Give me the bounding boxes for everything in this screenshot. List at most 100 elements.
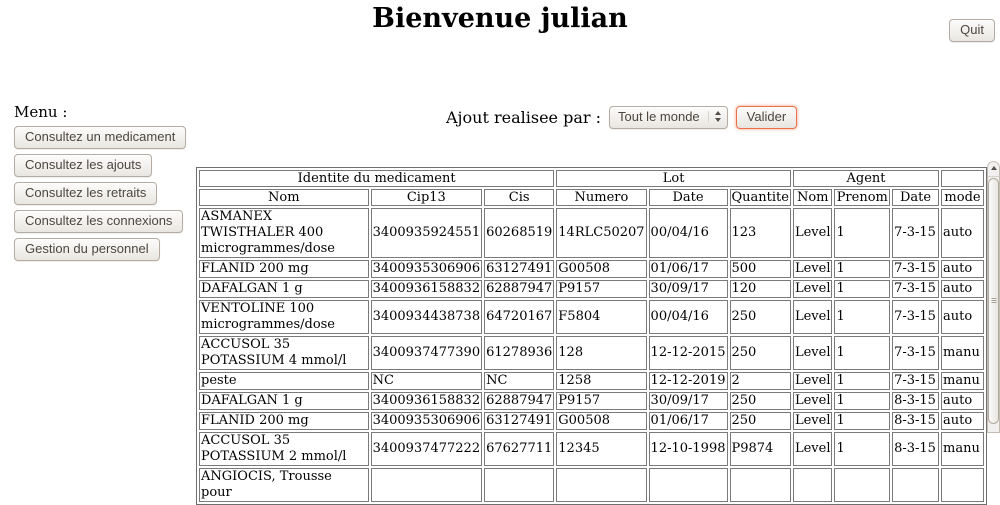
table-cell: 7-3-15 bbox=[892, 336, 940, 370]
table-cell: P9157 bbox=[556, 392, 647, 410]
table-cell: F5804 bbox=[556, 300, 647, 334]
table-cell: G00508 bbox=[556, 260, 647, 278]
table-cell: 1 bbox=[834, 336, 891, 370]
table-cell: auto bbox=[941, 208, 984, 258]
table-row: ASMANEX TWISTHALER 400 microgrammes/dose… bbox=[199, 208, 984, 258]
chevron-up-icon bbox=[990, 165, 997, 170]
table-cell: 12-10-1998 bbox=[648, 432, 728, 466]
table-cell: FLANID 200 mg bbox=[199, 260, 369, 278]
table-cell: 500 bbox=[729, 260, 791, 278]
menu-button-consultez-les-connexions[interactable]: Consultez les connexions bbox=[14, 210, 184, 233]
group-header-identite: Identite du medicament bbox=[199, 170, 555, 187]
scrollbar-thumb[interactable] bbox=[988, 178, 999, 424]
ajout-filter-select[interactable]: Tout le monde bbox=[609, 105, 728, 129]
table-cell: 1 bbox=[834, 208, 891, 258]
table-row: VENTOLINE 100 microgrammes/dose 340093443… bbox=[199, 300, 984, 334]
table-cell: 61278936 bbox=[484, 336, 555, 370]
table-cell: 8-3-15 bbox=[892, 392, 940, 410]
table-cell: ASMANEX TWISTHALER 400 microgrammes/dose bbox=[199, 208, 369, 258]
table-cell: auto bbox=[941, 280, 984, 298]
table-cell bbox=[941, 468, 984, 502]
table-body: ASMANEX TWISTHALER 400 microgrammes/dose… bbox=[199, 208, 984, 502]
menu-label: Menu : bbox=[14, 103, 68, 121]
table-cell: 63127491 bbox=[484, 260, 555, 278]
table-row: ACCUSOL 35 POTASSIUM 4 mmol/l 34009374773… bbox=[199, 336, 984, 370]
table-scrollbar[interactable] bbox=[987, 161, 1000, 433]
table-cell bbox=[792, 468, 833, 502]
table-cell: 250 bbox=[729, 392, 791, 410]
table-cell bbox=[729, 468, 791, 502]
table-cell: ACCUSOL 35 POTASSIUM 4 mmol/l bbox=[199, 336, 369, 370]
table-cell: 3400935306906 bbox=[370, 260, 483, 278]
table-cell: 12345 bbox=[556, 432, 647, 466]
table-cell: auto bbox=[941, 392, 984, 410]
table-cell: 3400936158832 bbox=[370, 280, 483, 298]
table-cell bbox=[834, 468, 891, 502]
column-header-date-lot: Date bbox=[648, 189, 728, 206]
table-cell: Level bbox=[792, 372, 833, 390]
scroll-up-button[interactable] bbox=[988, 162, 999, 177]
table-cell: 250 bbox=[729, 412, 791, 430]
table-cell: Level bbox=[792, 300, 833, 334]
menu-button-consultez-les-retraits[interactable]: Consultez les retraits bbox=[14, 182, 158, 205]
table-cell: 62887947 bbox=[484, 392, 555, 410]
table-cell: 3400935924551 bbox=[370, 208, 483, 258]
table-cell: 1 bbox=[834, 260, 891, 278]
table-cell: 3400937477390 bbox=[370, 336, 483, 370]
table-cell: 1 bbox=[834, 280, 891, 298]
table-cell: 250 bbox=[729, 336, 791, 370]
table-cell: 1 bbox=[834, 372, 891, 390]
combobox-arrows-icon bbox=[707, 111, 721, 122]
table-cell: 00/04/16 bbox=[648, 208, 728, 258]
table-cell: manu bbox=[941, 372, 984, 390]
table-row: ACCUSOL 35 POTASSIUM 2 mmol/l 34009374772… bbox=[199, 432, 984, 466]
quit-button[interactable]: Quit bbox=[949, 19, 995, 42]
table-cell: 1 bbox=[834, 432, 891, 466]
table-cell: NC bbox=[370, 372, 483, 390]
table-cell: 62887947 bbox=[484, 280, 555, 298]
table-cell: ANGIOCIS, Trousse pour bbox=[199, 468, 369, 502]
table-cell: Level bbox=[792, 280, 833, 298]
table-cell: 2 bbox=[729, 372, 791, 390]
table-cell: 67627711 bbox=[484, 432, 555, 466]
column-header-cis: Cis bbox=[484, 189, 555, 206]
table-cell: 12-12-2019 bbox=[648, 372, 728, 390]
column-header-numero: Numero bbox=[556, 189, 647, 206]
table-cell: 7-3-15 bbox=[892, 260, 940, 278]
menu-button-consultez-un-medicament[interactable]: Consultez un medicament bbox=[14, 126, 187, 149]
table-row: FLANID 200 mg 3400935306906 63127491 G00508… bbox=[199, 260, 984, 278]
table-cell: 3400937477222 bbox=[370, 432, 483, 466]
table-cell bbox=[648, 468, 728, 502]
table-cell: 60268519 bbox=[484, 208, 555, 258]
table-cell bbox=[484, 468, 555, 502]
table-cell: 120 bbox=[729, 280, 791, 298]
table-cell: 250 bbox=[729, 300, 791, 334]
table-cell: 63127491 bbox=[484, 412, 555, 430]
menu-button-gestion-du-personnel[interactable]: Gestion du personnel bbox=[14, 238, 160, 261]
table-column-header-row: Nom Cip13 Cis Numero Date Quantite Nom P… bbox=[199, 189, 984, 206]
group-header-agent: Agent bbox=[792, 170, 940, 187]
page-title: Bienvenue julian bbox=[372, 3, 628, 34]
table-row: DAFALGAN 1 g 3400936158832 62887947 P9157 30… bbox=[199, 392, 984, 410]
table-cell: G00508 bbox=[556, 412, 647, 430]
table-cell: 00/04/16 bbox=[648, 300, 728, 334]
column-header-cip13: Cip13 bbox=[370, 189, 483, 206]
table-cell: DAFALGAN 1 g bbox=[199, 280, 369, 298]
table-row: ANGIOCIS, Trousse pour bbox=[199, 468, 984, 502]
table-cell: VENTOLINE 100 microgrammes/dose bbox=[199, 300, 369, 334]
table-cell: ACCUSOL 35 POTASSIUM 2 mmol/l bbox=[199, 432, 369, 466]
table-cell: 8-3-15 bbox=[892, 432, 940, 466]
table-cell bbox=[892, 468, 940, 502]
valider-button[interactable]: Valider bbox=[735, 105, 798, 129]
menu-button-consultez-les-ajouts[interactable]: Consultez les ajouts bbox=[14, 154, 153, 177]
table-cell: Level bbox=[792, 412, 833, 430]
table-cell: 30/09/17 bbox=[648, 280, 728, 298]
sidebar-menu: Consultez un medicament Consultez les aj… bbox=[14, 126, 187, 261]
table-container: Identite du medicament Lot Agent Nom Cip… bbox=[196, 167, 987, 505]
scrollbar-grip-icon bbox=[991, 298, 996, 299]
table-cell: auto bbox=[941, 260, 984, 278]
table-cell: auto bbox=[941, 412, 984, 430]
table-cell: 30/09/17 bbox=[648, 392, 728, 410]
ajout-filter-selected-value: Tout le monde bbox=[618, 108, 700, 124]
table-cell: 7-3-15 bbox=[892, 300, 940, 334]
